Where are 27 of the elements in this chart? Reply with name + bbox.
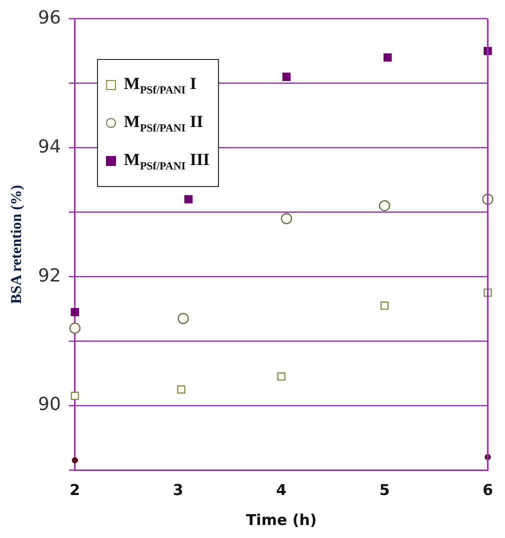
x-tick-label: 5 [379, 480, 390, 499]
y-axis-title: BSA retention (%) [8, 184, 25, 304]
x-tick-label: 2 [70, 480, 80, 499]
point [378, 200, 390, 212]
legend-label: M$_{PSf/PANI}$ I [124, 74, 196, 96]
point [184, 195, 193, 204]
x-axis-title: Time (h) [246, 510, 317, 529]
legend-label: M$_{PSf/PANI}$ II [124, 112, 204, 134]
x-tick-label: 6 [482, 480, 493, 499]
point [280, 213, 292, 224]
point [178, 312, 189, 324]
x-tick-label: 3 [172, 480, 184, 499]
point [277, 372, 286, 381]
point [69, 322, 81, 334]
point [72, 457, 78, 464]
legend-label: M$_{PSf/PANI}$ III [124, 150, 210, 172]
point [70, 392, 80, 400]
point [177, 385, 186, 394]
y-tick-label: 94 [38, 136, 61, 158]
point [70, 308, 80, 316]
y-tick-label: 92 [38, 265, 61, 286]
x-tick-label: 4 [276, 480, 287, 499]
point [282, 72, 291, 81]
point [384, 53, 392, 62]
point [380, 302, 389, 310]
y-tick-label: 90 [38, 394, 61, 416]
y-tick-label: 96 [38, 7, 61, 28]
